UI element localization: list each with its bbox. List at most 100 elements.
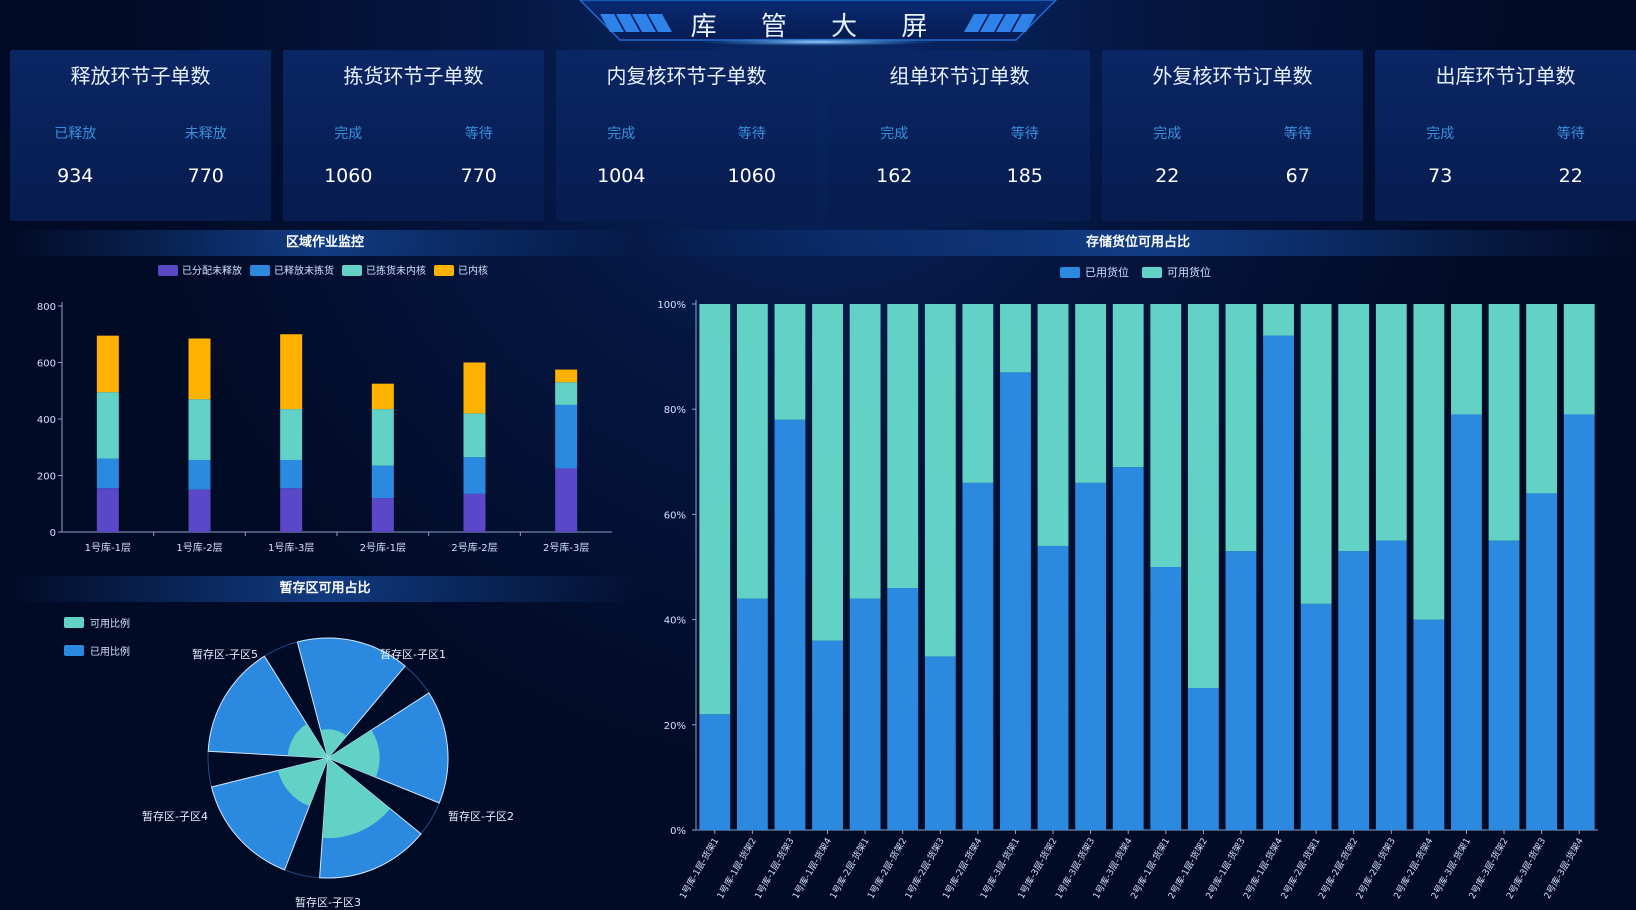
kpi-card-left-label: 完成 xyxy=(1426,126,1455,142)
bar-segment xyxy=(371,383,394,410)
y-tick-label: 80% xyxy=(664,405,686,416)
zone-monitor-chart: 已分配未释放 已释放未拣货 已拣货未内核 已内核 0 200 400 600 800 1号库-1层… xyxy=(37,264,612,554)
bar-segment xyxy=(1300,603,1332,830)
legend-label: 已内核 xyxy=(458,264,488,277)
kpi-card: 内复核环节子单数 完成 等待 1004 1060 xyxy=(556,50,817,221)
bar-segment xyxy=(371,465,394,499)
y-tick-label: 100% xyxy=(657,300,686,311)
storage-availability-chart: 已用货位 可用货位0%20%40%60%80%100%1号库-1层-货架11号库-… xyxy=(657,265,1598,901)
kpi-card-left-value: 73 xyxy=(1428,165,1453,187)
bar-segment xyxy=(463,362,486,414)
bar-segment xyxy=(1225,551,1257,830)
bar-segment xyxy=(1338,304,1370,552)
bar-segment xyxy=(1488,540,1520,830)
bar-segment xyxy=(371,498,394,532)
x-tick-label: 2号库-2层-货架2 xyxy=(1316,836,1361,901)
bar-segment xyxy=(924,304,956,657)
kpi-card-left-label: 已释放 xyxy=(54,126,97,142)
x-tick-label: 2号库-3层-货架3 xyxy=(1503,836,1548,901)
x-tick-label: 2号库-1层-货架1 xyxy=(1128,836,1173,901)
y-tick-label: 600 xyxy=(37,359,56,370)
x-tick-label: 1号库-2层 xyxy=(176,541,222,554)
bar-segment xyxy=(774,419,806,830)
rose-category-label: 暂存区-子区3 xyxy=(295,895,361,908)
x-tick-label: 1号库-3层-货架3 xyxy=(1052,836,1097,901)
legend-swatch xyxy=(434,265,454,276)
kpi-card: 拣货环节子单数 完成 等待 1060 770 xyxy=(283,50,544,221)
kpi-card-right-label: 等待 xyxy=(464,126,493,142)
x-tick-label: 1号库-1层-货架2 xyxy=(714,836,759,901)
x-tick-label: 2号库-1层-货架4 xyxy=(1240,835,1285,901)
legend-swatch xyxy=(158,265,178,276)
legend-swatch xyxy=(250,265,270,276)
kpi-card-left-label: 完成 xyxy=(607,126,636,142)
legend-label: 已释放未拣货 xyxy=(274,264,334,277)
bar-segment xyxy=(1075,482,1107,830)
bar-segment xyxy=(1375,304,1407,541)
section-title-zone-monitor: 区域作业监控 xyxy=(10,230,640,256)
bar-segment xyxy=(1451,304,1482,415)
kpi-card-title: 释放环节子单数 xyxy=(70,64,211,88)
y-tick-label: 60% xyxy=(664,510,686,521)
x-tick-label: 1号库-2层-货架4 xyxy=(940,835,985,901)
bar-segment xyxy=(280,409,303,460)
kpi-card-left-label: 完成 xyxy=(1153,126,1182,142)
kpi-card-left-value: 1060 xyxy=(324,165,373,187)
x-tick-label: 2号库-3层 xyxy=(543,541,589,554)
kpi-card-left-value: 1004 xyxy=(597,165,646,187)
kpi-card-right-label: 等待 xyxy=(1556,126,1585,142)
bar-segment xyxy=(1263,304,1294,336)
bar-segment xyxy=(1300,304,1332,604)
x-tick-label: 2号库-2层-货架4 xyxy=(1391,835,1436,901)
bar-segment xyxy=(1413,619,1445,830)
y-tick-label: 0% xyxy=(670,826,686,837)
y-tick-label: 20% xyxy=(664,721,686,732)
legend-label: 已用比例 xyxy=(90,645,130,658)
bar-segment xyxy=(1375,540,1407,830)
bar-segment xyxy=(371,409,394,466)
x-tick-label: 2号库-2层-货架1 xyxy=(1278,836,1323,901)
bar-segment xyxy=(962,304,994,483)
bar-segment xyxy=(1488,304,1520,541)
x-tick-label: 1号库-3层 xyxy=(268,541,314,554)
bar-segment xyxy=(1112,304,1144,468)
bar-segment xyxy=(96,335,119,393)
kpi-card-right-value: 22 xyxy=(1558,165,1583,187)
bar-segment xyxy=(924,656,956,830)
bar-segment xyxy=(1225,304,1257,552)
x-tick-label: 1号库-1层-货架3 xyxy=(752,836,797,901)
legend-swatch xyxy=(342,265,362,276)
bar-segment xyxy=(1075,304,1107,483)
rose-sector-available xyxy=(277,758,328,807)
bar-segment xyxy=(96,458,119,489)
legend-label: 已拣货未内核 xyxy=(366,264,426,277)
kpi-cards: 释放环节子单数 已释放 未释放 934 770 拣货环节子单数 完成 等待 1060 770 内复核… xyxy=(10,50,1636,222)
kpi-card-right-value: 770 xyxy=(460,165,497,187)
x-tick-label: 2号库-2层 xyxy=(451,541,497,554)
x-tick-label: 1号库-2层-货架1 xyxy=(827,836,872,901)
y-tick-label: 400 xyxy=(37,415,56,426)
kpi-card-title: 外复核环节订单数 xyxy=(1152,64,1313,88)
kpi-card-title: 内复核环节子单数 xyxy=(606,64,767,88)
x-tick-label: 2号库-1层-货架3 xyxy=(1203,836,1248,901)
x-tick-label: 1号库-3层-货架1 xyxy=(977,836,1022,901)
legend-swatch xyxy=(1142,267,1162,278)
page-title: 库 管 大 屏 xyxy=(690,12,946,42)
header-frame xyxy=(578,0,1058,46)
rose-sector-used xyxy=(296,637,406,760)
rose-sector-available xyxy=(328,730,380,778)
rose-sector-available xyxy=(320,729,347,758)
x-tick-label: 1号库-1层-货架4 xyxy=(789,835,834,901)
rose-sector-used xyxy=(326,692,449,804)
bar-segment xyxy=(188,489,211,532)
y-tick-label: 0 xyxy=(50,528,56,539)
kpi-card-right-value: 67 xyxy=(1285,165,1310,187)
bar-segment xyxy=(463,413,486,458)
legend-swatch xyxy=(64,645,84,656)
bar-segment xyxy=(849,304,881,599)
bar-segment xyxy=(699,714,731,830)
x-tick-label: 1号库-2层-货架3 xyxy=(902,836,947,901)
bar-segment xyxy=(774,304,806,420)
